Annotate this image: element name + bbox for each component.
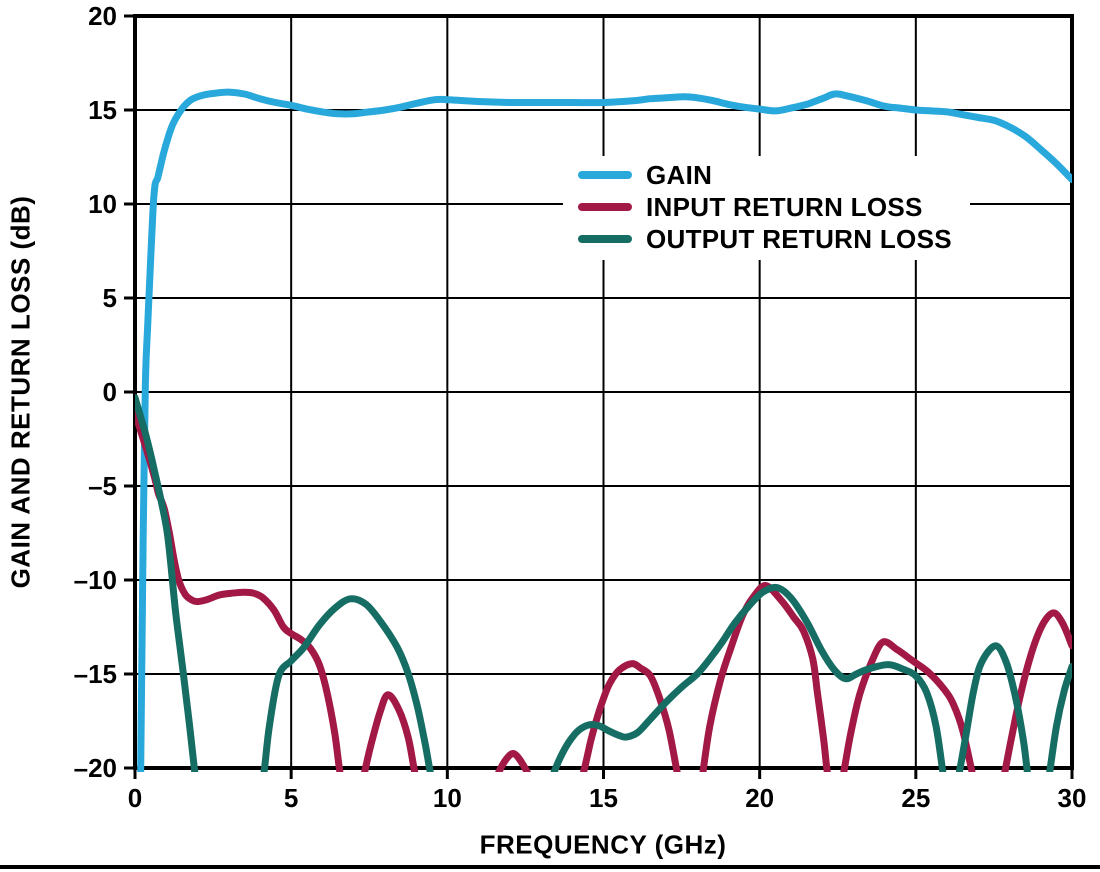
x-tick-label: 0 [128,783,142,813]
y-tick-label: –20 [74,753,117,783]
tick-labels: 0 5 10 15 20 25 30 20 15 10 5 0 –5 –10 –15 –20 [74,1,1087,813]
y-tick-label: 20 [88,1,117,31]
series-output-return-loss-line [135,394,1072,772]
y-tick-label: –5 [88,471,117,501]
y-tick-label: –15 [74,659,117,689]
x-tick-label: 30 [1058,783,1087,813]
series-input-return-loss-line [135,408,1072,772]
x-tick-label: 10 [433,783,462,813]
legend-item-output-return-loss: OUTPUT RETURN LOSS [578,223,952,255]
legend-label-output-return-loss: OUTPUT RETURN LOSS [646,224,952,254]
x-axis-title: FREQUENCY (GHz) [479,829,727,860]
legend-swatch-output-return-loss-icon [578,235,632,243]
legend: GAIN INPUT RETURN LOSS OUTPUT RETURN LOS… [563,156,970,260]
y-tick-label: 5 [103,283,117,313]
grid [135,16,1072,768]
x-tick-label: 5 [284,783,298,813]
y-axis-title: GAIN AND RETURN LOSS (dB) [5,195,36,589]
legend-label-gain: GAIN [646,160,713,190]
legend-item-gain: GAIN [578,159,952,191]
x-tick-label: 25 [901,783,930,813]
x-tick-label: 20 [745,783,774,813]
y-tick-label: 0 [103,377,117,407]
bottom-rule [0,865,1100,869]
y-tick-label: 15 [88,95,117,125]
legend-swatch-gain-icon [578,171,632,179]
legend-item-input-return-loss: INPUT RETURN LOSS [578,191,952,223]
series-curves [135,88,1072,772]
series-gain-line [137,88,1072,772]
y-tick-label: –10 [74,565,117,595]
y-tick-label: 10 [88,189,117,219]
legend-label-input-return-loss: INPUT RETURN LOSS [646,192,923,222]
x-tick-label: 15 [589,783,618,813]
legend-swatch-input-return-loss-icon [578,203,632,211]
tick-marks [124,14,1074,779]
